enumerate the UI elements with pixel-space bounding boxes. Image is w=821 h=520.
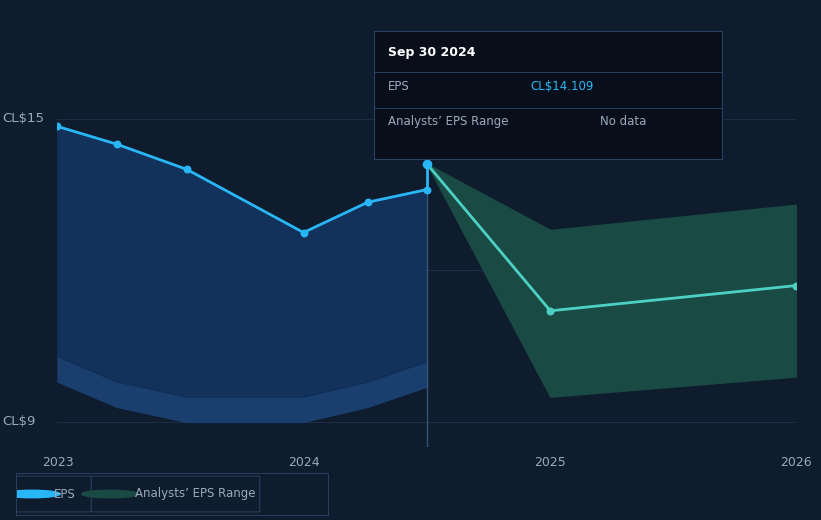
Text: Analysts Forecasts: Analysts Forecasts: [434, 96, 544, 109]
Point: [297, 228, 310, 237]
Text: CL$9: CL$9: [2, 415, 35, 428]
Point: [181, 165, 194, 174]
Text: CL$15: CL$15: [2, 112, 44, 125]
Text: CL$14.109: CL$14.109: [530, 80, 594, 93]
Point: [544, 307, 557, 315]
Point: [420, 186, 433, 194]
Text: No data: No data: [600, 115, 647, 128]
Point: [110, 140, 123, 148]
Text: EPS: EPS: [388, 80, 409, 93]
FancyBboxPatch shape: [91, 476, 259, 512]
Text: Analysts’ EPS Range: Analysts’ EPS Range: [388, 115, 508, 128]
Circle shape: [82, 490, 138, 498]
Text: Actual: Actual: [378, 96, 420, 109]
FancyBboxPatch shape: [16, 476, 91, 512]
Text: EPS: EPS: [54, 488, 76, 500]
Text: Sep 30 2024: Sep 30 2024: [388, 46, 475, 59]
Point: [361, 198, 374, 206]
Point: [420, 160, 433, 168]
Point: [790, 281, 803, 290]
Text: Analysts’ EPS Range: Analysts’ EPS Range: [135, 488, 255, 500]
Circle shape: [4, 490, 60, 498]
Point: [51, 122, 64, 131]
